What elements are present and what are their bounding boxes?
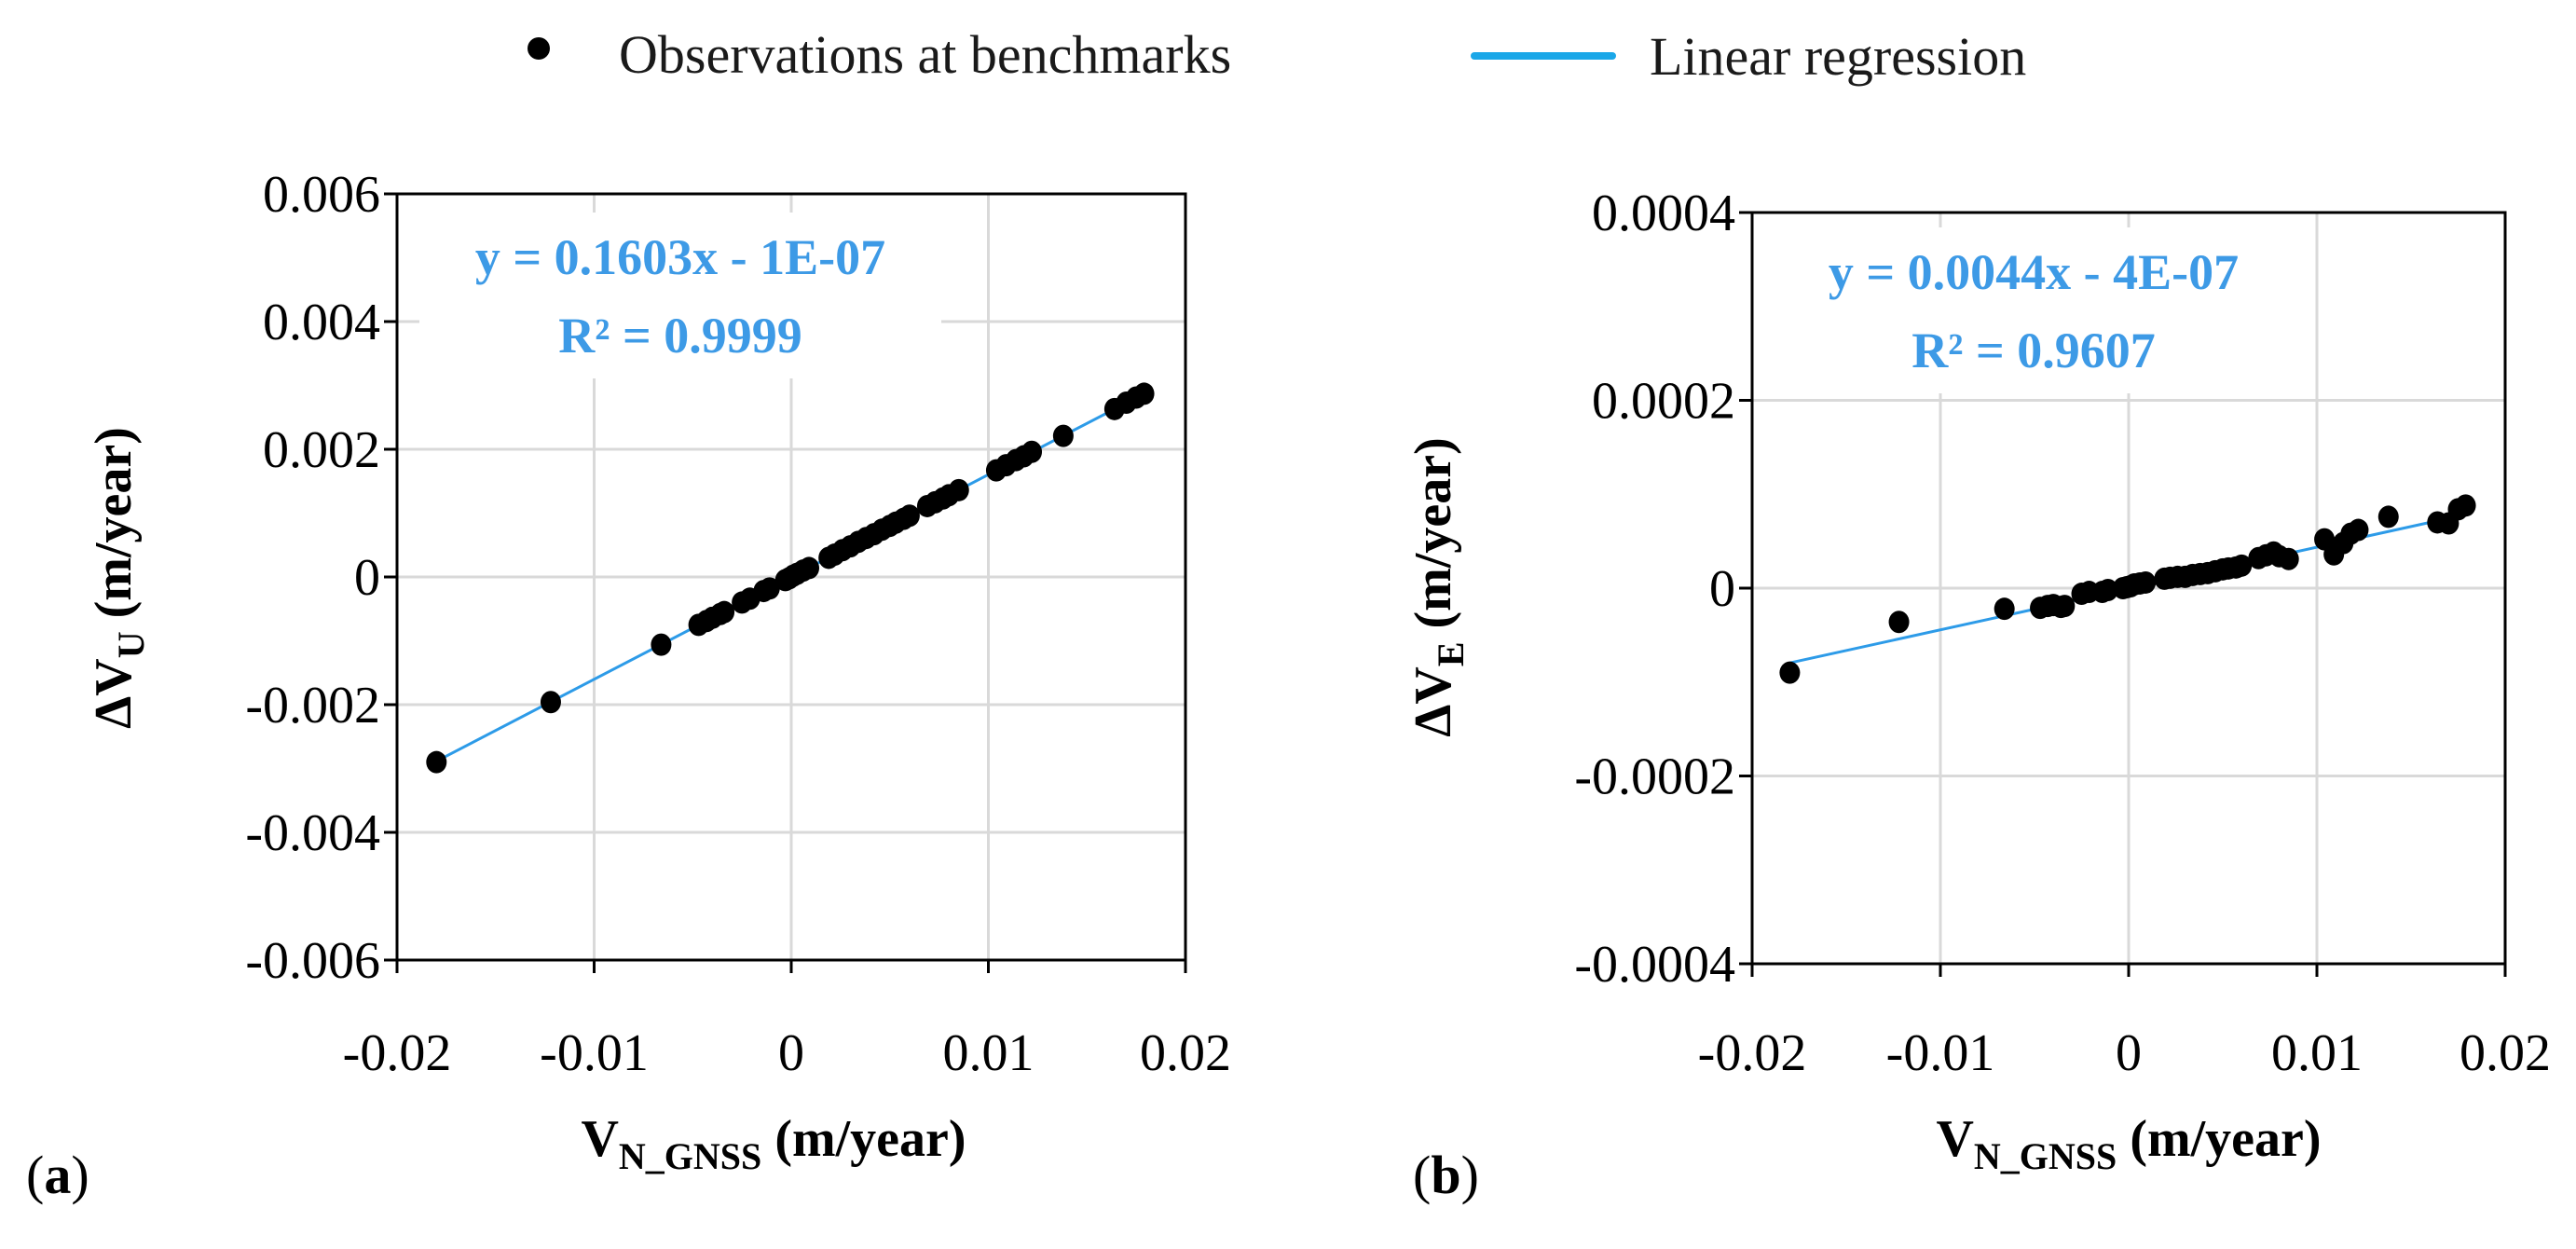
panel-b-x-tick-label: 0.01: [2271, 1024, 2363, 1082]
panel-a-x-tick-label: 0.01: [943, 1024, 1035, 1082]
panel-b-point: [1779, 661, 1801, 684]
panel-b: -0.02 -0.01 0 0.01 0.02 0.0004 0.0002 0 -0.0002 -…: [1404, 185, 2551, 1205]
panel-a-point: [540, 691, 561, 714]
panel-b-point: [1994, 597, 2015, 621]
panel-a-y-tick-label: -0.004: [245, 804, 380, 862]
panel-b-point: [2231, 554, 2253, 577]
panel-b-y-tick-label: 0.0004: [1592, 185, 1735, 242]
panel-b-equation: y = 0.0044x - 4E-07: [1829, 244, 2239, 300]
panel-a-x-tick-label: -0.01: [540, 1024, 649, 1082]
legend-regression-label: Linear regression: [1650, 26, 2026, 87]
panel-b-point: [2278, 547, 2299, 570]
panel-a-label: (a): [26, 1145, 89, 1205]
panel-a-points: [426, 382, 1155, 774]
panel-b-point: [2377, 505, 2399, 528]
panel-b-annotation-bg: [1775, 227, 2297, 393]
panel-a-y-tick-label: 0: [354, 549, 380, 607]
panel-a-point: [651, 633, 672, 656]
panel-b-y-tick-label: 0.0002: [1592, 373, 1735, 431]
panel-b-x-tick-label: 0.02: [2460, 1024, 2551, 1082]
panel-a-x-tick-label: -0.02: [343, 1024, 452, 1082]
panel-a-y-tick-label: -0.006: [245, 932, 380, 990]
panel-b-x-tick-label: -0.01: [1886, 1024, 1995, 1082]
panel-b-y-axis-title: ΔVE (m/year): [1404, 437, 1472, 736]
panel-b-points: [1779, 494, 2476, 684]
panel-b-point: [2455, 494, 2476, 517]
panel-a-point: [948, 478, 969, 501]
panel-a-annotation-bg: [419, 213, 941, 378]
legend-observations-label: Observations at benchmarks: [619, 24, 1231, 85]
panel-a-x-tick-label: 0: [778, 1024, 804, 1082]
legend: Observations at benchmarks Linear regres…: [528, 24, 2026, 87]
panel-a-y-axis-title: ΔVU (m/year): [85, 427, 152, 729]
panel-a-point: [426, 750, 447, 774]
panel-a-y-tick-label: -0.002: [245, 677, 380, 734]
panel-b-x-tick-label: 0: [2116, 1024, 2142, 1082]
panel-b-point: [1888, 611, 1910, 634]
panel-b-x-tick-label: -0.02: [1698, 1024, 1807, 1082]
panel-b-y-tick-label: 0: [1709, 560, 1735, 618]
panel-a-point: [898, 504, 920, 528]
panel-a-ticks: -0.02 -0.01 0 0.01 0.02 0.006 0.004 0.002 0 -0.00…: [245, 166, 1231, 1082]
panel-b-y-tick-label: -0.0002: [1574, 748, 1735, 806]
panel-a-x-axis-title: VN_GNSS (m/year): [581, 1110, 966, 1177]
panel-a: -0.02 -0.01 0 0.01 0.02 0.006 0.004 0.002 0 -0.00…: [26, 166, 1231, 1205]
panel-a-point: [799, 556, 820, 580]
panel-b-point: [2097, 579, 2118, 602]
panel-a-point: [1052, 424, 1074, 447]
panel-a-r-squared: R² = 0.9999: [558, 308, 802, 364]
panel-a-y-tick-label: 0.006: [263, 166, 380, 224]
panel-a-point: [714, 600, 735, 624]
legend-observations-marker: [528, 37, 550, 60]
panel-b-x-axis-title: VN_GNSS (m/year): [1936, 1110, 2321, 1177]
panel-b-point: [2054, 595, 2076, 618]
panel-b-r-squared: R² = 0.9607: [1911, 323, 2155, 378]
panel-a-x-tick-label: 0.02: [1140, 1024, 1231, 1082]
panel-b-point: [2135, 570, 2157, 594]
panel-a-point: [1133, 382, 1155, 405]
panel-b-ticks: -0.02 -0.01 0 0.01 0.02 0.0004 0.0002 0 -0.0002 -…: [1574, 185, 2551, 1082]
panel-a-y-tick-label: 0.004: [263, 294, 380, 351]
panel-b-point: [2348, 518, 2369, 542]
panel-a-y-tick-label: 0.002: [263, 421, 380, 479]
panel-a-point: [759, 577, 780, 600]
panel-b-label: (b): [1413, 1145, 1479, 1205]
panel-a-point: [1021, 440, 1043, 463]
panel-a-equation: y = 0.1603x - 1E-07: [475, 229, 885, 285]
panel-b-y-tick-label: -0.0004: [1574, 936, 1735, 994]
